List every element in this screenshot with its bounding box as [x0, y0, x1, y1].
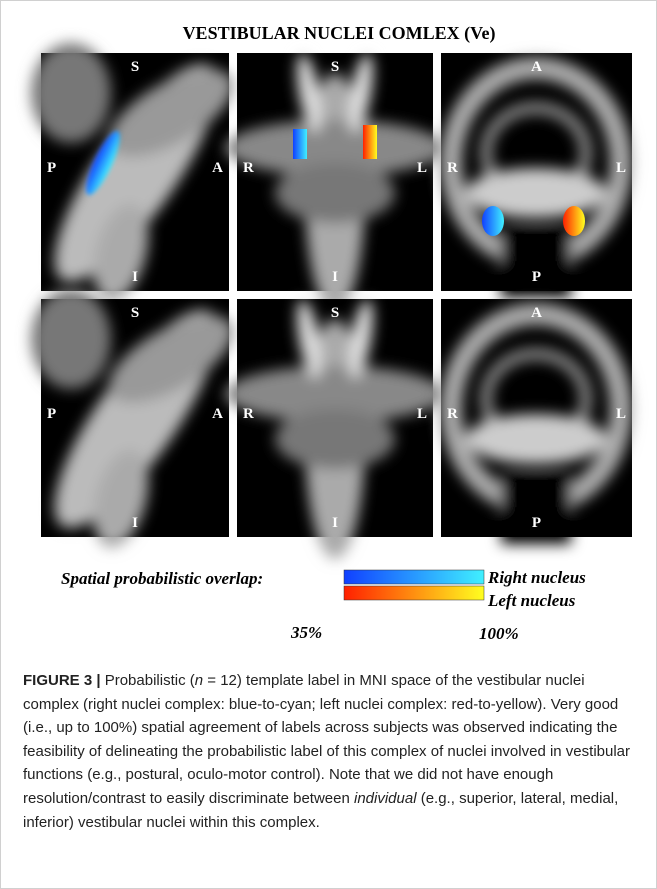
legend-left: Left nucleus [487, 591, 576, 610]
brain-image: A R L P [441, 53, 632, 298]
orientation-label: P [532, 269, 541, 285]
legend-right: Right nucleus [487, 568, 586, 587]
brain-image: S P A I [29, 43, 247, 308]
legend-bar-left [344, 586, 484, 600]
brain-image: S R L I [225, 298, 445, 559]
orientation-label: S [331, 59, 339, 75]
legend-max: 100% [479, 624, 519, 643]
orientation-label: P [532, 515, 541, 531]
orientation-label: I [132, 269, 138, 285]
caption-text: individual [354, 790, 417, 807]
label-overlay [482, 206, 504, 236]
orientation-label: P [47, 160, 56, 176]
orientation-label: P [47, 406, 56, 422]
figure-title: VESTIBULAR NUCLEI COMLEX (Ve) [183, 23, 496, 44]
orientation-label: S [131, 305, 139, 321]
orientation-label: R [447, 160, 458, 176]
anatomy [466, 414, 606, 464]
orientation-label: I [132, 515, 138, 531]
orientation-label: R [447, 406, 458, 422]
caption: FIGURE 3 | Probabilistic (n = 12) templa… [23, 669, 635, 834]
anatomy [275, 409, 395, 469]
orientation-label: I [332, 515, 338, 531]
orientation-label: I [332, 269, 338, 285]
orientation-label: R [243, 406, 254, 422]
label-overlay [563, 206, 585, 236]
caption-label: FIGURE 3 | [23, 672, 101, 689]
anatomy [275, 163, 395, 223]
brain-image: S R L I [225, 52, 445, 313]
orientation-label: S [331, 305, 339, 321]
caption-text: Probabilistic ( [101, 672, 195, 689]
anatomy [501, 474, 571, 544]
orientation-label: L [616, 160, 626, 176]
legend-min: 35% [290, 623, 322, 642]
orientation-label: S [131, 59, 139, 75]
orientation-label: L [417, 160, 427, 176]
orientation-label: L [616, 406, 626, 422]
anatomy [31, 289, 111, 389]
caption-text: n [195, 672, 203, 689]
label-overlay [363, 125, 377, 159]
label-overlay [293, 129, 307, 159]
caption-text: = 12) template label in MNI space of the… [23, 672, 630, 807]
brain-image: S P A I [29, 289, 247, 554]
orientation-label: L [417, 406, 427, 422]
orientation-label: A [531, 305, 542, 321]
orientation-label: A [212, 160, 223, 176]
legend-bar-right [344, 570, 484, 584]
anatomy [501, 228, 571, 298]
anatomy [31, 43, 111, 143]
page: VESTIBULAR NUCLEI COMLEX (Ve) S P A I S R L I A R… [0, 0, 657, 889]
orientation-label: A [531, 59, 542, 75]
orientation-label: A [212, 406, 223, 422]
orientation-label: R [243, 160, 254, 176]
figure: VESTIBULAR NUCLEI COMLEX (Ve) S P A I S R L I A R… [1, 1, 656, 661]
brain-image: A R L P [441, 299, 632, 544]
legend-label: Spatial probabilistic overlap: [61, 569, 263, 588]
